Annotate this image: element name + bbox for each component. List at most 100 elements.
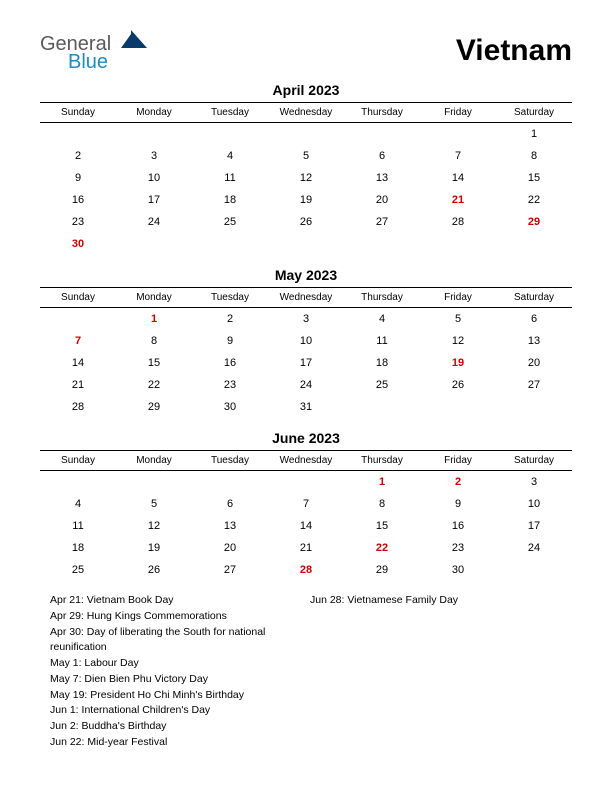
calendar-cell: 22 bbox=[344, 537, 420, 559]
calendar-cell: 10 bbox=[116, 167, 192, 189]
dow-header: Thursday bbox=[344, 451, 420, 471]
calendar-cell: 17 bbox=[116, 189, 192, 211]
dow-header: Sunday bbox=[40, 288, 116, 308]
calendar-cell: 24 bbox=[268, 374, 344, 396]
calendar-cell: 23 bbox=[192, 374, 268, 396]
calendar-cell: 6 bbox=[192, 493, 268, 515]
dow-header: Saturday bbox=[496, 451, 572, 471]
calendar-row: 28293031 bbox=[40, 396, 572, 418]
holiday-entry: May 19: President Ho Chi Minh's Birthday bbox=[50, 688, 290, 704]
calendar-cell bbox=[344, 123, 420, 146]
calendar-cell: 15 bbox=[116, 352, 192, 374]
dow-header: Thursday bbox=[344, 103, 420, 123]
calendar-cell bbox=[344, 233, 420, 255]
calendar-cell: 13 bbox=[496, 330, 572, 352]
calendar-cell: 18 bbox=[344, 352, 420, 374]
calendar-cell: 16 bbox=[40, 189, 116, 211]
calendar-cell: 3 bbox=[116, 145, 192, 167]
calendar-cell: 2 bbox=[40, 145, 116, 167]
calendar-cell: 26 bbox=[420, 374, 496, 396]
month-block: April 2023SundayMondayTuesdayWednesdayTh… bbox=[40, 82, 572, 255]
calendar-cell: 30 bbox=[192, 396, 268, 418]
calendar-cell bbox=[420, 396, 496, 418]
holiday-entry: Jun 2: Buddha's Birthday bbox=[50, 719, 290, 735]
dow-header: Wednesday bbox=[268, 451, 344, 471]
holidays-column-2: Jun 28: Vietnamese Family Day bbox=[290, 593, 458, 751]
calendar-cell bbox=[40, 308, 116, 331]
dow-header: Friday bbox=[420, 103, 496, 123]
dow-header: Friday bbox=[420, 451, 496, 471]
calendar-cell: 12 bbox=[268, 167, 344, 189]
calendar-cell: 8 bbox=[496, 145, 572, 167]
month-title: April 2023 bbox=[40, 82, 572, 98]
holiday-entry: Jun 22: Mid-year Festival bbox=[50, 735, 290, 751]
dow-header: Sunday bbox=[40, 451, 116, 471]
calendar-row: 30 bbox=[40, 233, 572, 255]
holidays-column-1: Apr 21: Vietnam Book DayApr 29: Hung Kin… bbox=[40, 593, 290, 751]
dow-header: Saturday bbox=[496, 103, 572, 123]
calendar-cell: 13 bbox=[344, 167, 420, 189]
calendar-cell: 17 bbox=[268, 352, 344, 374]
calendar-row: 9101112131415 bbox=[40, 167, 572, 189]
dow-header: Wednesday bbox=[268, 288, 344, 308]
calendar-cell: 11 bbox=[344, 330, 420, 352]
calendar-cell: 9 bbox=[420, 493, 496, 515]
holiday-entry: Apr 21: Vietnam Book Day bbox=[50, 593, 290, 609]
calendar-cell: 28 bbox=[268, 559, 344, 581]
logo: General Blue bbox=[40, 30, 149, 72]
calendar-cell: 8 bbox=[344, 493, 420, 515]
calendar-cell: 29 bbox=[496, 211, 572, 233]
calendar-cell bbox=[40, 471, 116, 494]
calendar-row: 14151617181920 bbox=[40, 352, 572, 374]
calendar-row: 2345678 bbox=[40, 145, 572, 167]
calendar-cell: 22 bbox=[116, 374, 192, 396]
calendar-cell: 24 bbox=[116, 211, 192, 233]
calendar-cell bbox=[344, 396, 420, 418]
calendars-container: April 2023 SundayMondayTuesdayWednesdayTh… bbox=[40, 82, 572, 581]
holidays-list: Apr 21: Vietnam Book DayApr 29: Hung Kin… bbox=[40, 593, 572, 751]
calendar-cell: 29 bbox=[344, 559, 420, 581]
calendar-cell: 6 bbox=[496, 308, 572, 331]
calendar-cell: 16 bbox=[192, 352, 268, 374]
calendar-cell bbox=[496, 396, 572, 418]
calendar-row: 123456 bbox=[40, 308, 572, 331]
month-title: June 2023 bbox=[40, 430, 572, 446]
calendar-cell bbox=[268, 123, 344, 146]
calendar-cell: 28 bbox=[420, 211, 496, 233]
calendar-cell: 21 bbox=[40, 374, 116, 396]
dow-header: Monday bbox=[116, 288, 192, 308]
calendar-row: 78910111213 bbox=[40, 330, 572, 352]
month-block: May 2023SundayMondayTuesdayWednesdayThur… bbox=[40, 267, 572, 418]
calendar-cell: 20 bbox=[192, 537, 268, 559]
calendar-cell: 11 bbox=[192, 167, 268, 189]
calendar-cell bbox=[40, 123, 116, 146]
calendar-cell bbox=[116, 233, 192, 255]
calendar-cell: 26 bbox=[268, 211, 344, 233]
calendar-row: 16171819202122 bbox=[40, 189, 572, 211]
holiday-entry: Jun 28: Vietnamese Family Day bbox=[310, 593, 458, 609]
calendar-cell: 24 bbox=[496, 537, 572, 559]
calendar-cell: 6 bbox=[344, 145, 420, 167]
calendar-cell: 14 bbox=[40, 352, 116, 374]
calendar-cell: 27 bbox=[344, 211, 420, 233]
calendar-cell bbox=[420, 233, 496, 255]
calendar-table: SundayMondayTuesdayWednesdayThursdayFrid… bbox=[40, 450, 572, 581]
calendar-cell: 1 bbox=[344, 471, 420, 494]
calendar-cell: 20 bbox=[496, 352, 572, 374]
calendar-cell: 10 bbox=[268, 330, 344, 352]
dow-header: Monday bbox=[116, 103, 192, 123]
dow-header: Friday bbox=[420, 288, 496, 308]
calendar-cell: 29 bbox=[116, 396, 192, 418]
dow-header: Sunday bbox=[40, 103, 116, 123]
month-title: May 2023 bbox=[40, 267, 572, 283]
calendar-cell: 7 bbox=[268, 493, 344, 515]
calendar-cell: 19 bbox=[420, 352, 496, 374]
calendar-cell: 3 bbox=[496, 471, 572, 494]
calendar-cell: 5 bbox=[268, 145, 344, 167]
calendar-cell: 7 bbox=[40, 330, 116, 352]
month-block: June 2023 SundayMondayTuesdayWednesdayThu… bbox=[40, 430, 572, 581]
calendar-cell: 20 bbox=[344, 189, 420, 211]
dow-header: Wednesday bbox=[268, 103, 344, 123]
calendar-cell: 10 bbox=[496, 493, 572, 515]
calendar-cell: 1 bbox=[116, 308, 192, 331]
